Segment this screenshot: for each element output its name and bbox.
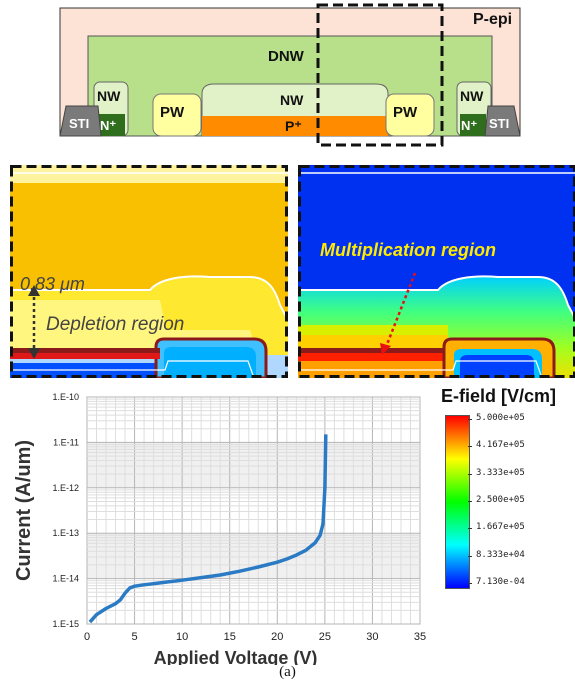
y-tick-label: 1.E-14: [52, 574, 79, 584]
colorbar-tick-mark: [468, 555, 472, 557]
x-tick-label: 25: [319, 631, 331, 643]
depth-label: 0.83 μm: [20, 274, 85, 294]
nplus-left-region: [99, 114, 125, 136]
depletion-region-label: Depletion region: [46, 314, 185, 335]
x-tick-label: 20: [271, 631, 283, 643]
colorbar-tick-mark: [468, 473, 472, 475]
x-tick-label: 30: [366, 631, 378, 643]
nplus-right-region: [460, 114, 486, 136]
colorbar-title: E-field [V/cm]: [441, 386, 557, 406]
colorbar-tick-label: 5.000e+05: [476, 413, 525, 423]
sti-left-label: STI: [69, 116, 90, 131]
multiplication-region-label: Multiplication region: [320, 240, 496, 260]
iv-chart: 0 5 10 15 20 25 30 35 1.E-15 1.E-14 1.E-13 1.E-12 1.…: [13, 392, 426, 665]
pepi-label: P-epi: [473, 11, 513, 28]
colorbar-tick-label: 7.130e-04: [476, 577, 525, 587]
pw-left-label: PW: [160, 104, 185, 121]
pw-left-region: [152, 93, 202, 137]
depletion-simulation-panel: [10, 165, 288, 378]
y-axis-label: Current (A/um): [13, 440, 35, 581]
sti-right-region: [484, 105, 521, 137]
decade-band: [87, 533, 420, 579]
x-axis-label: Applied Voltage (V): [154, 648, 318, 665]
plot-area: [86, 396, 421, 625]
colorbar-tick-mark: [468, 501, 472, 502]
y-tick-label: 1.E-10: [52, 392, 79, 402]
pplus-region: [202, 116, 388, 136]
colorbar-tick-mark: [468, 419, 472, 420]
colorbar-tick-label: 4.167e+05: [476, 440, 525, 451]
highlight-box: [316, 3, 444, 147]
colorbar-tick-label: 1.667e+05: [476, 522, 525, 533]
y-tick-label: 1.E-11: [53, 437, 79, 447]
nw-left-label: NW: [97, 88, 121, 104]
pw-right-label: PW: [393, 104, 418, 121]
nplus-left-label: N⁺: [100, 118, 117, 133]
figure-caption: (a): [279, 664, 296, 680]
x-tick-label: 5: [132, 631, 138, 643]
colorbar-tick-mark: [468, 528, 472, 530]
decade-band: [87, 442, 420, 488]
colorbar-tick-mark: [468, 446, 472, 448]
y-tick-label: 1.E-12: [52, 483, 79, 493]
x-tick-label: 35: [414, 631, 426, 643]
sti-left-region: [59, 105, 102, 137]
sti-right-label: STI: [489, 116, 510, 131]
nw-right-label: NW: [460, 88, 484, 104]
dnw-label: DNW: [268, 48, 304, 65]
efield-simulation-panel: [298, 165, 575, 378]
pw-right-region: [385, 93, 435, 137]
y-tick-label: 1.E-15: [52, 619, 79, 629]
colorbar-tick-label: 8.333e+04: [476, 549, 525, 560]
colorbar-tick-label: 3.333e+05: [476, 467, 525, 478]
device-cross-section: [59, 3, 521, 147]
x-tick-label: 10: [176, 631, 188, 643]
nplus-right-label: N⁺: [461, 118, 478, 133]
nw-center-label: NW: [280, 92, 304, 108]
iv-curve: [88, 434, 328, 624]
x-tick-label: 0: [84, 631, 90, 643]
x-tick-label: 15: [224, 631, 236, 643]
y-tick-label: 1.E-13: [52, 528, 79, 538]
pplus-label: P⁺: [285, 118, 302, 134]
colorbar-gradient: [445, 415, 470, 589]
colorbar-tick-label: 2.500e+05: [476, 495, 525, 505]
colorbar-tick-mark: [468, 583, 472, 584]
